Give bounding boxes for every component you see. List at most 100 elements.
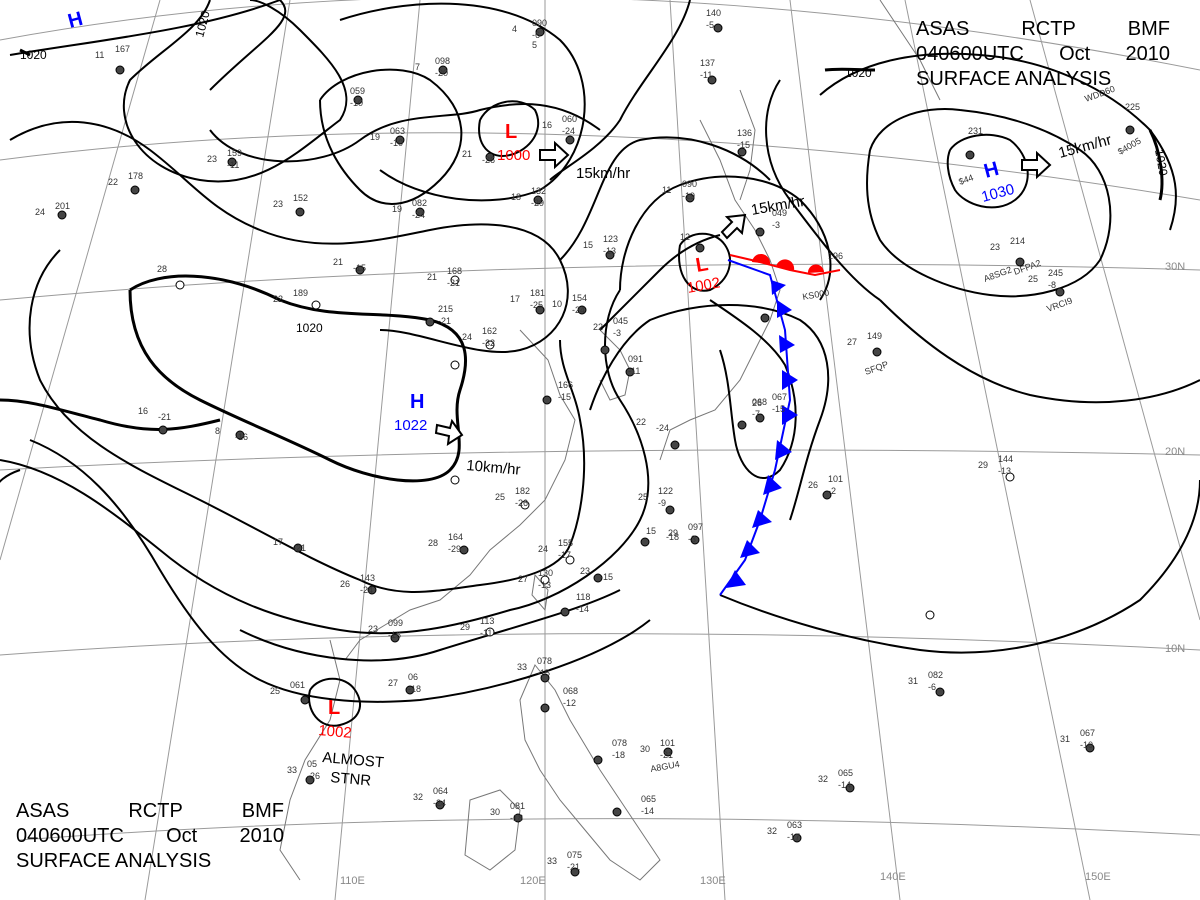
station-pressure: 078 (612, 738, 627, 748)
station-temp: 19 (370, 132, 380, 142)
station-marker (485, 340, 495, 350)
station-plot: 10 154 -24 (552, 293, 587, 315)
longitude-label: 120E (520, 875, 546, 887)
cold-front-triangle (775, 440, 792, 460)
station-marker (935, 687, 945, 697)
station-tendency: -21 (158, 412, 171, 422)
station-tendency: -3 (688, 534, 696, 544)
station-pressure: 067 (1080, 728, 1095, 738)
station-plot: 23 152 (273, 193, 308, 209)
station-temp: 25 (1028, 274, 1038, 284)
isobar (589, 304, 830, 521)
parallel (0, 132, 1200, 201)
isobar (478, 100, 540, 157)
philippines (519, 664, 661, 881)
station-tendency: -6 (928, 682, 936, 692)
station-temp: 28 (157, 264, 167, 274)
station-plot: 29 097 -3 (668, 522, 703, 544)
station-tendency: -17 (787, 832, 800, 842)
station-marker (311, 300, 321, 310)
station-temp: 27 (847, 337, 857, 347)
station-marker (737, 420, 747, 430)
station-tendency: -7 (752, 409, 760, 419)
station-pressure: 130 (538, 568, 553, 578)
warm-front-scallop (776, 259, 795, 270)
borneo (464, 789, 521, 871)
high-letter: H (410, 391, 424, 413)
grid-labels: 110E 120E 130E 140E 150E 30N 20N 10N (340, 261, 1185, 887)
station-pressure: 068 (752, 397, 767, 407)
station-marker (115, 65, 125, 75)
station-plot: 166-15 (558, 380, 573, 402)
warm-front-scallop (807, 264, 824, 273)
station-temp: 18 (511, 192, 521, 202)
station-marker (625, 367, 635, 377)
station-pressure: 075 (567, 850, 582, 860)
station-pressure: 099 (388, 618, 403, 628)
station-plot: 25 182 -26 (495, 486, 530, 508)
station-marker (450, 275, 460, 285)
meridian (144, 0, 291, 900)
station-marker (560, 607, 570, 617)
station-temp: 11 (95, 50, 104, 60)
station-temp: 29 (668, 528, 678, 538)
isobar (308, 677, 361, 727)
station-plot: 25 245 -8 (1028, 268, 1063, 290)
station-marker (415, 207, 425, 217)
station-marker (485, 627, 495, 637)
cold-front-triangle (779, 335, 795, 353)
ship-id: $4005 (1116, 136, 1143, 157)
station-plot: 27 130 -13 (518, 568, 553, 590)
title-code: BMF (241, 800, 284, 822)
title-month: Oct (1059, 43, 1091, 65)
title-month: Oct (166, 825, 198, 847)
cold-front-triangle (763, 475, 782, 495)
station-pressure: 065 (838, 768, 853, 778)
station-plot: 068-12 (563, 686, 578, 708)
title-issuer: RCTP (1021, 18, 1076, 40)
station-marker (459, 545, 469, 555)
title-product: SURFACE ANALYSIS (916, 68, 1112, 90)
station-plot: 4 090 -65 (512, 18, 547, 50)
station-text-layer: 4090-657098-20059-1019063-1021-2616060-2… (35, 8, 1140, 872)
station-tendency: -16 (235, 432, 248, 442)
station-marker (600, 345, 610, 355)
isobar (319, 68, 463, 205)
station-tendency: -13 (538, 580, 551, 590)
motion-arrow-icon (1021, 150, 1052, 180)
station-marker (435, 800, 445, 810)
station-marker (1055, 287, 1065, 297)
station-plot: 078-18 (612, 738, 627, 760)
station-plot: 30 101 -21 (640, 738, 675, 760)
parallel (19, 818, 1200, 841)
station-temp: 24 (538, 544, 548, 554)
station-plot: 059-10 (350, 86, 365, 108)
station-marker (533, 195, 543, 205)
station-marker (175, 280, 185, 290)
station-marker (293, 543, 303, 553)
station-marker (513, 813, 523, 823)
station-marker (605, 250, 615, 260)
station-plot: 137-11 (700, 58, 715, 80)
isobar (559, 136, 771, 261)
station-temp: 33 (287, 765, 297, 775)
station-tendency: -11 (628, 366, 640, 376)
station-marker (235, 430, 245, 440)
high-pressure-center-nw: H (66, 8, 86, 33)
station-temp: 22 (273, 294, 283, 304)
station-tendency: -2 (828, 486, 836, 496)
station-temp: 21 (333, 257, 343, 267)
cold-front-triangle (771, 280, 786, 295)
isobar (946, 133, 1029, 209)
station-temp: 31 (1060, 734, 1070, 744)
station-marker (663, 747, 673, 757)
station-pressure: 140 (706, 8, 721, 18)
title-row-3: SURFACE ANALYSIS (916, 67, 1170, 92)
isobar (1148, 129, 1164, 201)
sakhalin (739, 89, 756, 201)
high-pressure-center-china: H 1022 10km/hr (394, 391, 521, 479)
isobar (9, 120, 569, 354)
station-marker (540, 703, 550, 713)
station-plot: 32 064 -24 (413, 786, 448, 808)
station-pressure: 078 (537, 656, 552, 666)
